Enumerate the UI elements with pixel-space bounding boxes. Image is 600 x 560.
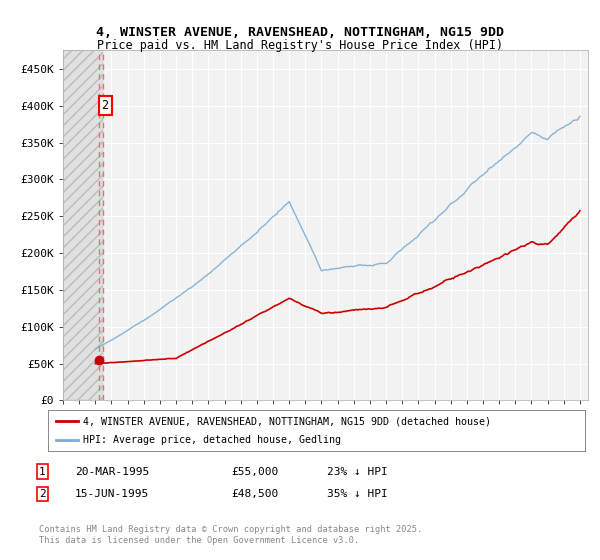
Text: HPI: Average price, detached house, Gedling: HPI: Average price, detached house, Gedl… (83, 435, 341, 445)
Text: 4, WINSTER AVENUE, RAVENSHEAD, NOTTINGHAM, NG15 9DD (detached house): 4, WINSTER AVENUE, RAVENSHEAD, NOTTINGHA… (83, 417, 491, 426)
Text: 2: 2 (39, 489, 46, 499)
Text: 2: 2 (101, 99, 109, 112)
Text: 15-JUN-1995: 15-JUN-1995 (75, 489, 149, 499)
Text: 4, WINSTER AVENUE, RAVENSHEAD, NOTTINGHAM, NG15 9DD: 4, WINSTER AVENUE, RAVENSHEAD, NOTTINGHA… (96, 26, 504, 39)
Text: £55,000: £55,000 (231, 466, 278, 477)
Text: 23% ↓ HPI: 23% ↓ HPI (327, 466, 388, 477)
Text: 20-MAR-1995: 20-MAR-1995 (75, 466, 149, 477)
Text: Price paid vs. HM Land Registry's House Price Index (HPI): Price paid vs. HM Land Registry's House … (97, 39, 503, 53)
Bar (63, 50, 103, 400)
Text: £48,500: £48,500 (231, 489, 278, 499)
Text: Contains HM Land Registry data © Crown copyright and database right 2025.
This d: Contains HM Land Registry data © Crown c… (39, 525, 422, 545)
Text: 1: 1 (39, 466, 46, 477)
Text: 35% ↓ HPI: 35% ↓ HPI (327, 489, 388, 499)
